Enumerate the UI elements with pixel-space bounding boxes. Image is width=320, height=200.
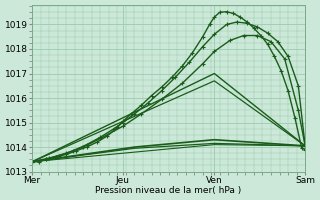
X-axis label: Pression niveau de la mer( hPa ): Pression niveau de la mer( hPa ) [95,186,242,195]
